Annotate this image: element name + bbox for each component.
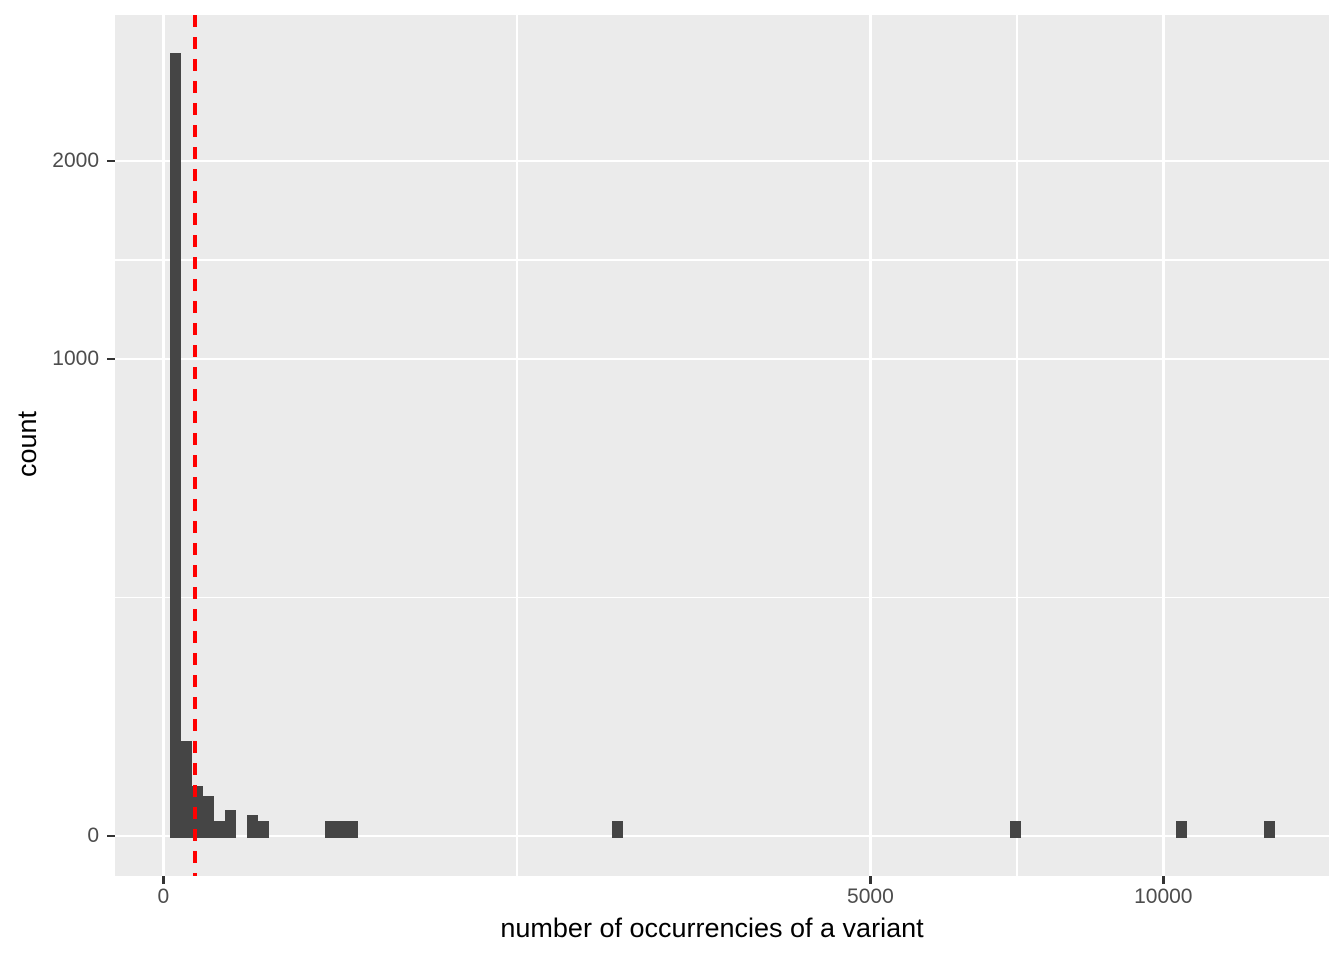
threshold-line [193,15,197,876]
y-tick-mark [106,834,115,838]
histogram-bar [225,809,237,838]
histogram-bar [1263,820,1275,838]
histogram-bar [346,820,358,838]
y-gridline-minor [115,596,1329,599]
y-tick-mark [106,159,115,163]
y-tick-label: 0 [87,824,99,847]
y-gridline-major [115,159,1329,163]
x-gridline-minor [516,15,518,876]
histogram-bar [335,820,347,838]
y-gridline-major [115,357,1329,361]
y-axis-title: count [12,410,42,478]
x-gridline-minor [1016,15,1018,876]
histogram-bar [181,740,193,838]
histogram-bar [611,820,624,838]
x-tick-label: 0 [157,885,170,908]
y-tick-mark [106,357,115,361]
histogram-bar [203,796,215,838]
x-tick-mark [869,876,872,884]
x-tick-mark [1162,876,1165,884]
histogram-bar [258,820,270,838]
y-tick-label: 1000 [52,346,99,370]
histogram-bar [1175,820,1187,838]
histogram-bar [1009,820,1021,838]
x-gridline-major [869,15,872,876]
x-axis-title: number of occurrencies of a variant [500,913,924,943]
plot-panel [115,15,1329,876]
y-gridline-major [115,834,1329,838]
x-gridline-major [162,15,165,876]
histogram-bar [247,814,259,838]
x-gridline-major [1162,15,1165,876]
y-tick-label: 2000 [52,149,99,173]
histogram-bar [324,820,336,838]
histogram-bar [170,52,182,838]
histogram-bar [192,785,204,838]
x-tick-label: 10000 [1134,885,1193,908]
histogram-bar [214,820,226,838]
y-gridline-minor [115,259,1329,261]
x-tick-mark [162,876,165,884]
x-tick-label: 5000 [847,885,894,908]
